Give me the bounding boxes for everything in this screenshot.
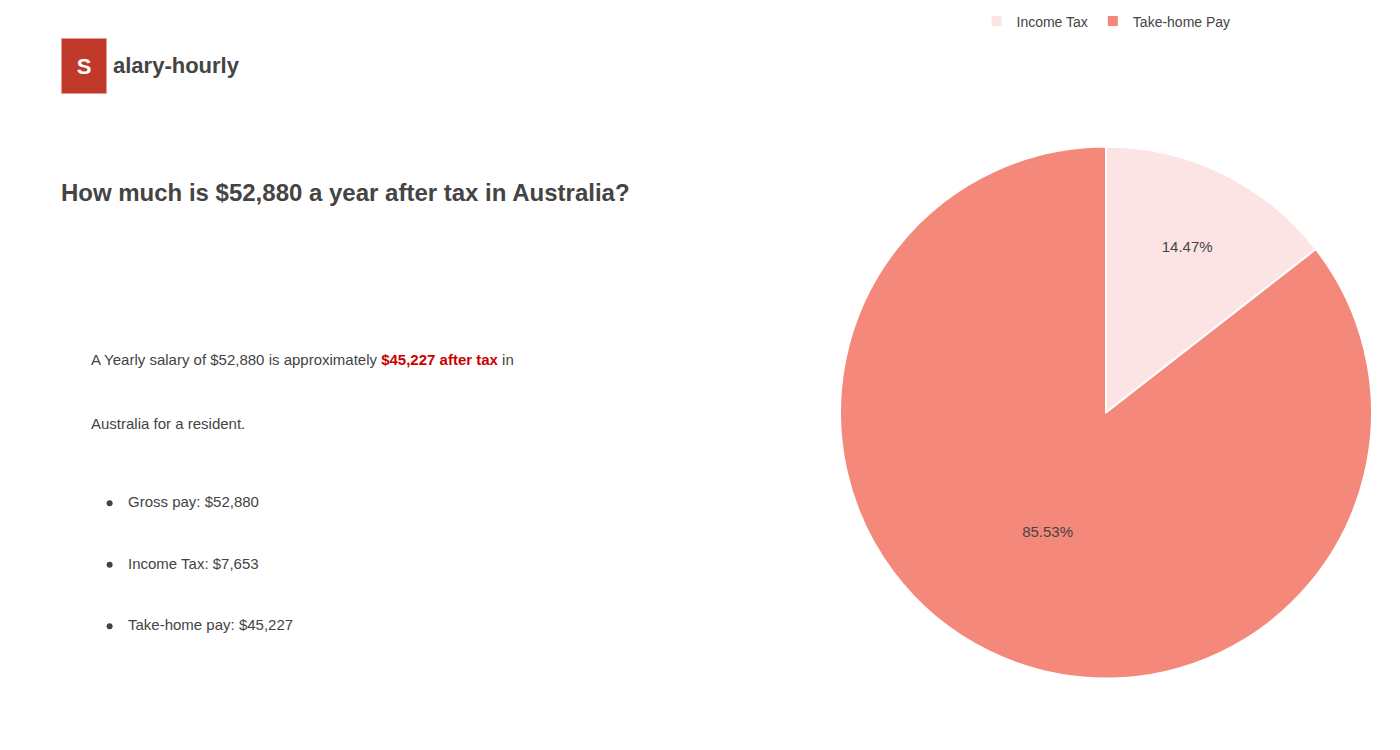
svg-text:Australia for a resident.: Australia for a resident. xyxy=(91,415,245,432)
svg-text:Take-home Pay: Take-home Pay xyxy=(1133,14,1230,30)
svg-text:Take-home pay: $45,227: Take-home pay: $45,227 xyxy=(128,616,293,633)
svg-text:Gross pay: $52,880: Gross pay: $52,880 xyxy=(128,493,259,510)
svg-text:How much is $52,880 a year aft: How much is $52,880 a year after tax in … xyxy=(61,179,630,206)
svg-text:Income Tax: Income Tax xyxy=(1017,14,1088,30)
svg-text:S: S xyxy=(77,54,92,79)
svg-text:Income Tax: $7,653: Income Tax: $7,653 xyxy=(128,555,259,572)
svg-text:A Yearly salary of $52,880 is: A Yearly salary of $52,880 is approximat… xyxy=(91,351,514,368)
svg-text:alary-hourly: alary-hourly xyxy=(113,53,240,78)
svg-text:85.53%: 85.53% xyxy=(1022,523,1073,540)
svg-text:14.47%: 14.47% xyxy=(1162,238,1213,255)
